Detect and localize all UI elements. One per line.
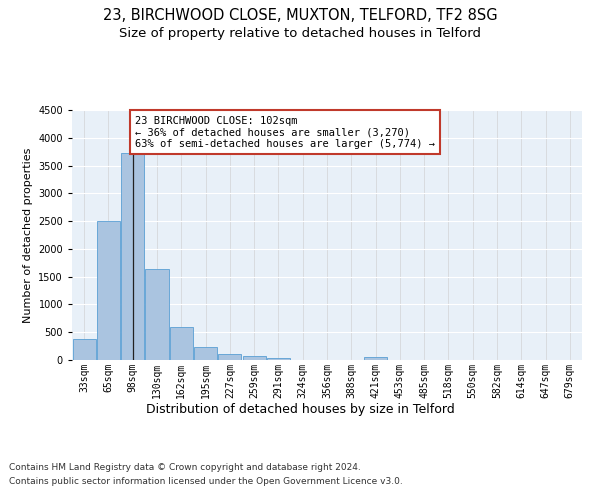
Bar [242,356,266,360]
Text: Contains HM Land Registry data © Crown copyright and database right 2024.: Contains HM Land Registry data © Crown c… [9,462,361,471]
Text: 23 BIRCHWOOD CLOSE: 102sqm
← 36% of detached houses are smaller (3,270)
63% of s: 23 BIRCHWOOD CLOSE: 102sqm ← 36% of deta… [135,116,435,149]
Text: Contains public sector information licensed under the Open Government Licence v3: Contains public sector information licen… [9,478,403,486]
Bar [364,356,387,360]
Bar [170,327,193,360]
Bar [267,358,290,360]
Bar [97,221,120,360]
Text: 23, BIRCHWOOD CLOSE, MUXTON, TELFORD, TF2 8SG: 23, BIRCHWOOD CLOSE, MUXTON, TELFORD, TF… [103,8,497,22]
Bar [73,340,95,360]
Bar [145,269,169,360]
Y-axis label: Number of detached properties: Number of detached properties [23,148,32,322]
Text: Size of property relative to detached houses in Telford: Size of property relative to detached ho… [119,28,481,40]
Bar [218,354,241,360]
Bar [194,347,217,360]
Text: Distribution of detached houses by size in Telford: Distribution of detached houses by size … [146,402,454,415]
Bar [121,153,144,360]
